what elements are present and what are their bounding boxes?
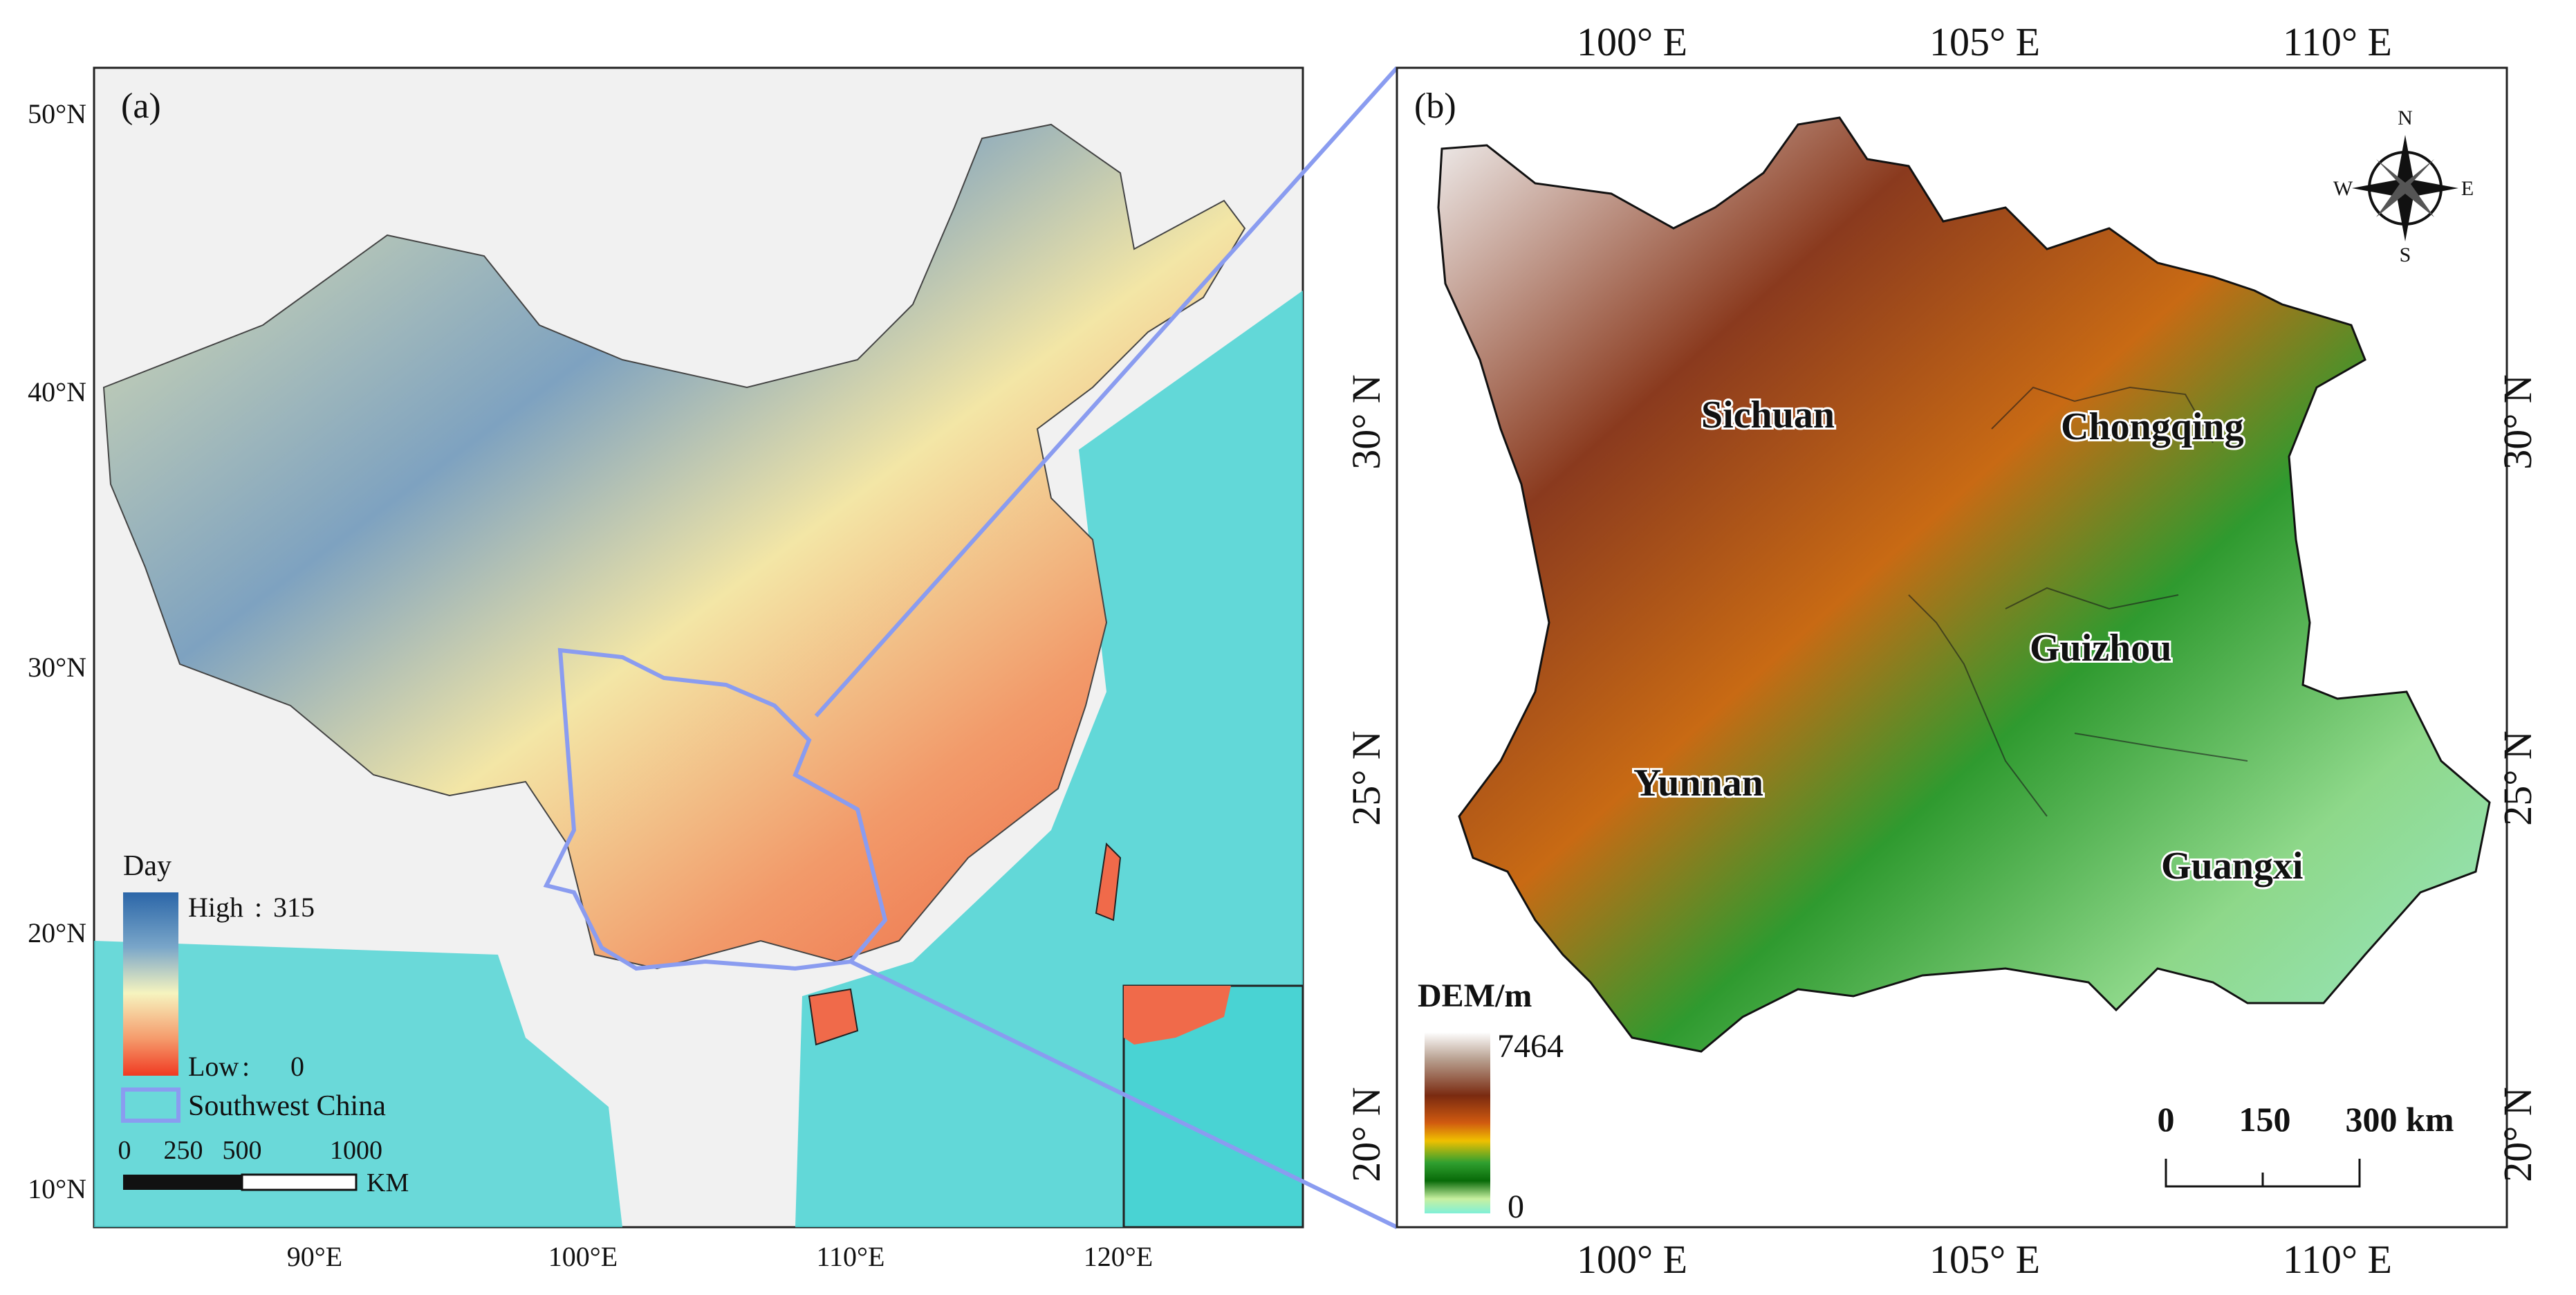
legend-high-value: 315 [273,892,315,923]
panel-a-legend: Day High : 315 Low : 0 Southwest China [121,850,386,1123]
hainan-island [808,988,859,1046]
dem-legend: DEM/m 7464 0 [1418,977,1564,1225]
lat-label-right: 30° N [2495,374,2540,470]
scale-tick: 500 [223,1136,262,1165]
panel-b-lon-labels-top: 100° E 105° E 110° E [1577,19,2392,64]
panel-b-tag: (b) [1414,86,1456,126]
scale-tick: 300 km [2346,1100,2454,1139]
panel-a-tag: (a) [121,86,161,126]
lon-label-bottom: 105° E [1929,1237,2040,1282]
dem-legend-title: DEM/m [1418,977,1532,1014]
connector-top [814,66,1399,718]
scale-bar-black [123,1175,242,1190]
scale-unit: KM [367,1168,409,1197]
legend-high-sep: : [254,892,262,923]
compass-n: N [2398,107,2413,129]
scale-tick: 0 [2158,1100,2175,1139]
panel-b-lat-labels-left: 30° N 25° N 20° N [1344,374,1389,1182]
dem-legend-max: 7464 [1497,1028,1564,1065]
compass-e: E [2461,177,2474,200]
province-label-sichuan: Sichuan [1701,394,1835,437]
panel-b-lat-labels-right: 30° N 25° N 20° N [2495,374,2540,1182]
lon-label: 90°E [287,1241,342,1272]
province-boundaries [1908,386,2248,817]
compass-star-diag [2376,159,2434,217]
lon-label-top: 110° E [2283,19,2392,64]
legend-low-label: Low [188,1051,239,1082]
panel-a-lat-labels: 50°N 40°N 30°N 20°N 10°N [28,98,86,1204]
zoom-connectors [814,66,1399,1229]
lat-label: 20°N [28,917,86,948]
scale-bar-line [2165,1159,2361,1188]
legend-region-label: Southwest China [188,1090,386,1122]
lon-label-bottom: 110° E [2283,1237,2392,1282]
panel-b-scalebar: 0 150 300 km [2158,1100,2454,1188]
province-label-guangxi: Guangxi [2161,845,2303,888]
compass-rose: N S E W [2333,107,2474,266]
scale-bar-white [241,1173,358,1191]
dem-legend-min: 0 [1508,1188,1524,1225]
lat-label-right: 25° N [2495,731,2540,826]
lon-label-bottom: 100° E [1577,1237,1687,1282]
ocean-bay-of-bengal [94,941,622,1227]
day-color-ramp [123,892,178,1076]
scale-tick: 150 [2239,1100,2291,1139]
lat-label: 30°N [28,652,86,683]
legend-high-label: High [188,892,243,923]
lat-label-left: 20° N [1344,1087,1389,1182]
panel-a-lon-labels: 90°E 100°E 110°E 120°E [287,1241,1153,1272]
compass-s: S [2400,244,2411,266]
lon-label: 120°E [1084,1241,1153,1272]
lat-label: 50°N [28,98,86,129]
lat-label-left: 30° N [1344,374,1389,470]
legend-low-value: 0 [290,1051,304,1082]
scale-tick: 0 [118,1136,131,1165]
lon-label-top: 105° E [1929,19,2040,64]
panel-b: (b) 100° E 105° E 110° E 100° E 105° E 1… [1344,19,2540,1282]
compass-w: W [2333,177,2353,200]
panel-a: (a) 50°N 40°N 30°N 20°N 10°N 90°E 100°E … [28,66,1304,1272]
lon-label: 100°E [548,1241,618,1272]
taiwan-island [1095,842,1122,921]
southwest-china-outline [543,648,888,971]
panel-b-lon-labels-bottom: 100° E 105° E 110° E [1577,1237,2392,1282]
province-label-guizhou: Guizhou [2030,627,2171,670]
lon-label-top: 100° E [1577,19,1687,64]
province-label-chongqing: Chongqing [2061,405,2244,448]
province-labels: Sichuan Chongqing Guizhou Yunnan Guangxi [1631,392,2305,890]
region-swatch [121,1087,180,1123]
lat-label: 40°N [28,376,86,407]
panel-a-scalebar: 0 250 500 1000 KM [118,1136,409,1197]
southwest-china-dem [1437,116,2491,1053]
lat-label-left: 25° N [1344,731,1389,826]
connector-bottom [849,959,1398,1229]
lat-label: 10°N [28,1173,86,1204]
inset-land [1124,986,1231,1045]
province-label-yunnan: Yunnan [1633,762,1763,805]
lon-label: 110°E [817,1241,885,1272]
scale-tick: 250 [164,1136,203,1165]
scale-tick: 1000 [330,1136,382,1165]
dem-color-ramp [1425,1032,1490,1213]
legend-low-sep: : [242,1051,250,1082]
lat-label-right: 20° N [2495,1087,2540,1182]
legend-title: Day [123,850,172,882]
